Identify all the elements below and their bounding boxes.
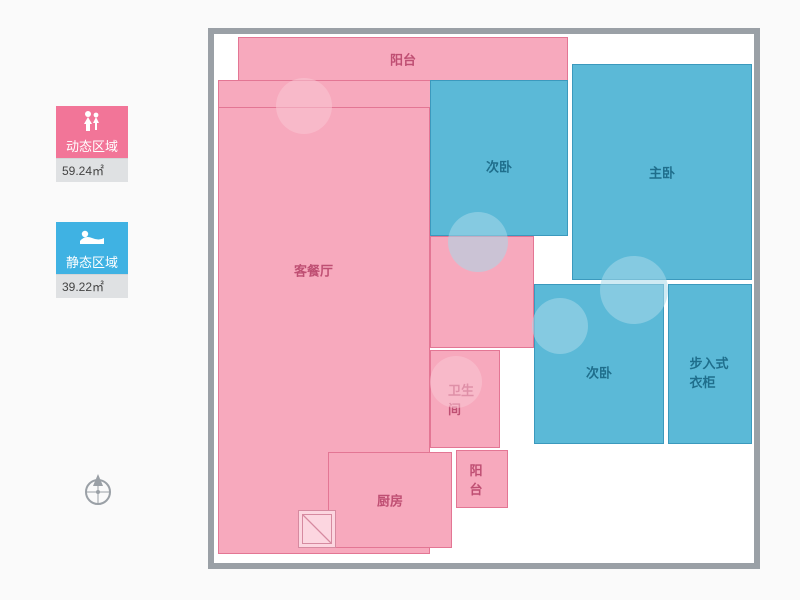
room-bed2a: 次卧 [430,80,568,236]
legend-dynamic-card: 动态区域 [56,106,128,159]
room-closet: 步入式衣柜 [668,284,752,444]
legend-static-label: 静态区域 [56,252,128,271]
room-label-bed2b: 次卧 [586,362,612,381]
room-master: 主卧 [572,64,752,280]
room-kitchen: 厨房 [328,452,452,548]
room-label-master: 主卧 [649,163,675,182]
room-label-balcony-small: 阳台 [470,460,495,498]
shower-tray [298,510,336,548]
room-label-living: 客餐厅 [294,260,333,279]
legend-dynamic-label: 动态区域 [56,136,128,155]
room-label-bed2a: 次卧 [486,156,512,175]
people-icon [56,106,128,136]
door-arc [448,212,508,272]
door-arc [276,78,332,134]
door-arc [430,356,482,408]
room-label-balcony-top: 阳台 [390,50,416,69]
legend-static-card: 静态区域 [56,222,128,275]
door-arc [532,298,588,354]
sleep-icon [56,222,128,252]
legend-dynamic-area: 59.24㎡ [56,158,128,182]
floorplan-canvas: 阳台客餐厅卫生间厨房阳台次卧主卧次卧步入式衣柜 动态区域59.24㎡ 静态区域3… [0,0,800,600]
door-arc [600,256,668,324]
compass-icon [78,470,118,510]
room-balcony-small: 阳台 [456,450,508,508]
room-balcony-top: 阳台 [238,37,568,81]
room-label-closet: 步入式衣柜 [690,353,731,391]
room-label-kitchen: 厨房 [377,491,403,510]
legend-static-area: 39.22㎡ [56,274,128,298]
